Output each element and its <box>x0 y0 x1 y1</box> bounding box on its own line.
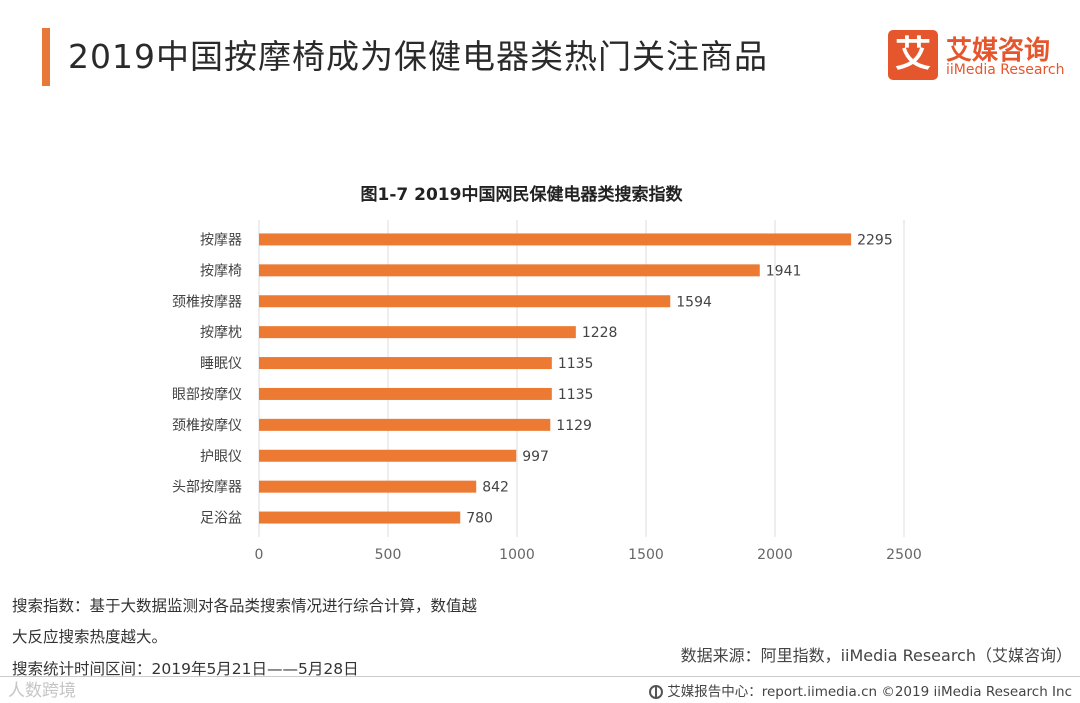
bar <box>259 233 852 246</box>
bar <box>259 264 760 277</box>
footer-divider <box>0 676 1080 677</box>
page-title: 2019中国按摩椅成为保健电器类热门关注商品 <box>68 37 768 76</box>
bar <box>259 480 477 493</box>
footer: 艾媒报告中心：report.iimedia.cn ©2019 iiMedia R… <box>649 680 1072 700</box>
category-label: 颈椎按摩仪 <box>172 417 242 434</box>
category-label: 按摩椅 <box>200 262 242 279</box>
note-time-range: 搜索统计时间区间：2019年5月21日——5月28日 <box>12 660 359 678</box>
category-label: 足浴盆 <box>200 511 242 527</box>
category-label: 护眼仪 <box>200 449 242 465</box>
bar <box>259 418 551 431</box>
data-label: 1129 <box>556 418 592 434</box>
footer-text: 艾媒报告中心：report.iimedia.cn ©2019 iiMedia R… <box>667 684 1072 700</box>
bar <box>259 387 552 400</box>
category-label: 头部按摩器 <box>172 479 242 496</box>
x-tick-label: 2500 <box>886 547 922 563</box>
data-label: 2295 <box>857 232 893 248</box>
category-label: 按摩器 <box>200 231 242 248</box>
data-label: 842 <box>482 480 509 496</box>
logo-chinese-name: 艾媒咨询 <box>946 36 1051 66</box>
title-accent-bar <box>42 28 50 86</box>
bar <box>259 326 576 339</box>
data-source: 数据来源：阿里指数，iiMedia Research（艾媒咨询） <box>680 646 1072 665</box>
logo-mark-icon: 艾 <box>888 30 938 80</box>
bar <box>259 449 517 462</box>
chart-title: 图1-7 2019中国网民保健电器类搜索指数 <box>361 184 684 205</box>
data-label: 1941 <box>766 263 802 279</box>
x-tick-label: 0 <box>255 547 264 563</box>
bar <box>259 295 671 308</box>
category-label: 眼部按摩仪 <box>172 386 242 403</box>
data-label: 1228 <box>582 325 618 341</box>
note-definition-line1: 搜索指数：基于大数据监测对各品类搜索情况进行综合计算，数值越 <box>12 597 478 615</box>
x-tick-label: 1000 <box>499 547 535 563</box>
globe-icon <box>649 685 664 699</box>
data-label: 1594 <box>676 294 712 310</box>
logo-english-name: iiMedia Research <box>946 62 1065 78</box>
data-label: 997 <box>522 449 549 465</box>
brand-logo: 艾 艾媒咨询 iiMedia Research <box>888 30 1065 82</box>
data-label: 1135 <box>558 387 594 403</box>
x-tick-label: 2000 <box>757 547 793 563</box>
note-definition-line2: 大反应搜索热度越大。 <box>12 628 168 646</box>
category-label: 睡眠仪 <box>200 356 242 372</box>
watermark: 人数跨境 <box>8 681 76 701</box>
x-tick-label: 1500 <box>628 547 664 563</box>
bar <box>259 357 552 370</box>
category-label: 颈椎按摩器 <box>172 293 242 310</box>
data-label: 780 <box>466 511 493 527</box>
data-label: 1135 <box>558 356 594 372</box>
category-label: 按摩枕 <box>200 324 242 341</box>
bar <box>259 511 461 524</box>
x-tick-label: 500 <box>375 547 402 563</box>
